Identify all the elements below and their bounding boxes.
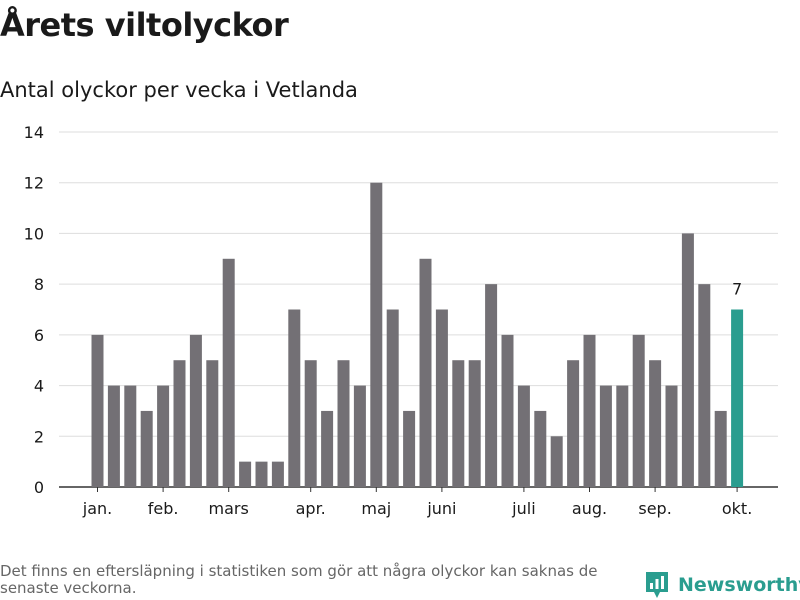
- bar-highlight[interactable]: [731, 309, 744, 488]
- y-tick-label: 8: [34, 275, 44, 294]
- x-tick-label: juli: [511, 499, 535, 518]
- bar[interactable]: [534, 410, 547, 487]
- x-tick-label: feb.: [148, 499, 179, 518]
- chart-title: Årets viltolyckor: [0, 6, 289, 44]
- x-tick-label: jan.: [82, 499, 112, 518]
- bar[interactable]: [419, 258, 432, 487]
- bar[interactable]: [353, 385, 366, 487]
- bar[interactable]: [173, 360, 186, 487]
- bar[interactable]: [435, 309, 448, 488]
- y-tick-label: 4: [34, 377, 44, 396]
- x-tick-label: maj: [361, 499, 391, 518]
- bar[interactable]: [583, 334, 596, 487]
- bar[interactable]: [698, 284, 711, 487]
- bar[interactable]: [665, 385, 678, 487]
- bar[interactable]: [107, 385, 120, 487]
- y-tick-label: 6: [34, 326, 44, 345]
- x-tick-label: juni: [426, 499, 456, 518]
- y-tick-label: 14: [24, 123, 44, 142]
- bar[interactable]: [452, 360, 465, 487]
- label-layer: 0 2 4 6 8 10 12 14 7 jan. feb. mars apr. maj juni juli a…: [24, 123, 753, 518]
- bar[interactable]: [567, 360, 580, 487]
- bar[interactable]: [304, 360, 317, 487]
- x-tick-label: mars: [209, 499, 249, 518]
- y-tick-label: 10: [24, 224, 44, 243]
- x-tick-label: aug.: [572, 499, 607, 518]
- bar[interactable]: [255, 461, 268, 487]
- bar[interactable]: [403, 410, 416, 487]
- bar[interactable]: [157, 385, 170, 487]
- bar[interactable]: [386, 309, 399, 488]
- bar[interactable]: [321, 410, 334, 487]
- bar[interactable]: [649, 360, 662, 487]
- x-tick-label: okt.: [722, 499, 752, 518]
- bar[interactable]: [517, 385, 530, 487]
- bar[interactable]: [550, 436, 563, 487]
- bar[interactable]: [370, 182, 383, 487]
- bar[interactable]: [91, 334, 104, 487]
- y-tick-label: 12: [24, 174, 44, 193]
- bar[interactable]: [599, 385, 612, 487]
- bar[interactable]: [140, 410, 153, 487]
- x-tick-label: apr.: [296, 499, 326, 518]
- bar[interactable]: [206, 360, 219, 487]
- bar[interactable]: [681, 233, 694, 487]
- bar[interactable]: [288, 309, 301, 488]
- bar[interactable]: [239, 461, 252, 487]
- brand-logo[interactable]: Newsworthy: [644, 570, 800, 600]
- chart-subtitle: Antal olyckor per vecka i Vetlanda: [0, 78, 358, 102]
- y-tick-label: 0: [34, 478, 44, 497]
- y-tick-label: 2: [34, 427, 44, 446]
- footnote: Det finns en eftersläpning i statistiken…: [0, 562, 598, 597]
- newsworthy-logo-icon: [646, 572, 668, 598]
- bar-layer: [91, 182, 744, 488]
- bar-chart: 0 2 4 6 8 10 12 14 7 jan. feb. mars apr. maj juni juli a…: [24, 123, 778, 518]
- bar[interactable]: [468, 360, 481, 487]
- bar[interactable]: [271, 461, 284, 487]
- data-label: 7: [732, 280, 742, 299]
- bar[interactable]: [632, 334, 645, 487]
- bar[interactable]: [501, 334, 514, 487]
- bar[interactable]: [616, 385, 629, 487]
- bar[interactable]: [189, 334, 202, 487]
- bar[interactable]: [124, 385, 137, 487]
- x-tick-label: sep.: [638, 499, 671, 518]
- bar[interactable]: [485, 284, 498, 487]
- brand-name: Newsworthy: [678, 574, 800, 596]
- bar[interactable]: [222, 258, 235, 487]
- bar[interactable]: [714, 410, 727, 487]
- bar[interactable]: [337, 360, 350, 487]
